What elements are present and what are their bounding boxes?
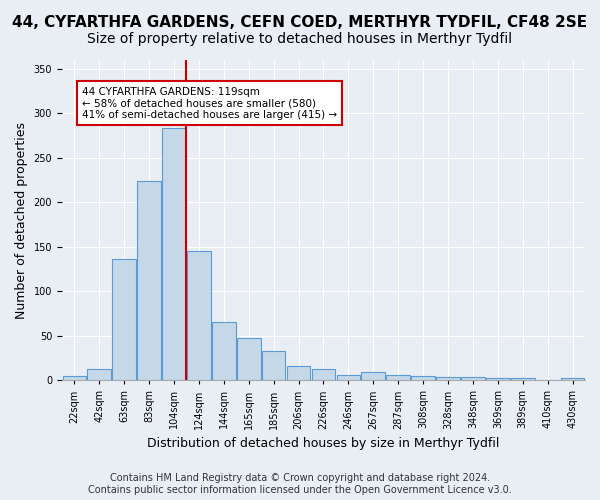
Y-axis label: Number of detached properties: Number of detached properties [15, 122, 28, 318]
Text: Size of property relative to detached houses in Merthyr Tydfil: Size of property relative to detached ho… [88, 32, 512, 46]
Bar [187, 252, 211, 380]
X-axis label: Distribution of detached houses by size in Merthyr Tydfil: Distribution of detached houses by size … [147, 437, 500, 450]
Bar [212, 322, 236, 380]
Text: 44, CYFARTHFA GARDENS, CEFN COED, MERTHYR TYDFIL, CF48 2SE: 44, CYFARTHFA GARDENS, CEFN COED, MERTHY… [13, 15, 587, 30]
Bar [237, 338, 260, 380]
Bar [262, 351, 286, 380]
Bar [386, 375, 410, 380]
Bar [561, 378, 584, 380]
Bar [337, 375, 360, 380]
Bar [361, 372, 385, 380]
Bar [62, 376, 86, 380]
Bar [486, 378, 509, 380]
Bar [287, 366, 310, 380]
Bar [436, 376, 460, 380]
Bar [162, 128, 186, 380]
Bar [311, 368, 335, 380]
Bar [411, 376, 435, 380]
Bar [88, 368, 111, 380]
Bar [137, 181, 161, 380]
Text: 44 CYFARTHFA GARDENS: 119sqm
← 58% of detached houses are smaller (580)
41% of s: 44 CYFARTHFA GARDENS: 119sqm ← 58% of de… [82, 86, 337, 120]
Bar [511, 378, 535, 380]
Bar [461, 376, 485, 380]
Bar [112, 260, 136, 380]
Text: Contains HM Land Registry data © Crown copyright and database right 2024.
Contai: Contains HM Land Registry data © Crown c… [88, 474, 512, 495]
